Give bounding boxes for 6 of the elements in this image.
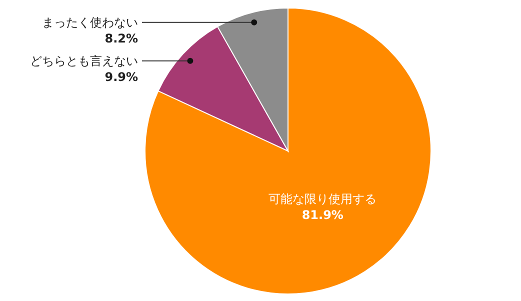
data-label: 8.2% <box>104 31 138 46</box>
data-label: 81.9% <box>302 208 344 222</box>
data-label: 9.9% <box>104 70 138 84</box>
slice-label: 可能な限り使用する <box>268 192 377 206</box>
slice-label: まったく使わない <box>42 15 138 30</box>
slice-label: どちらとも言えない <box>30 54 138 68</box>
